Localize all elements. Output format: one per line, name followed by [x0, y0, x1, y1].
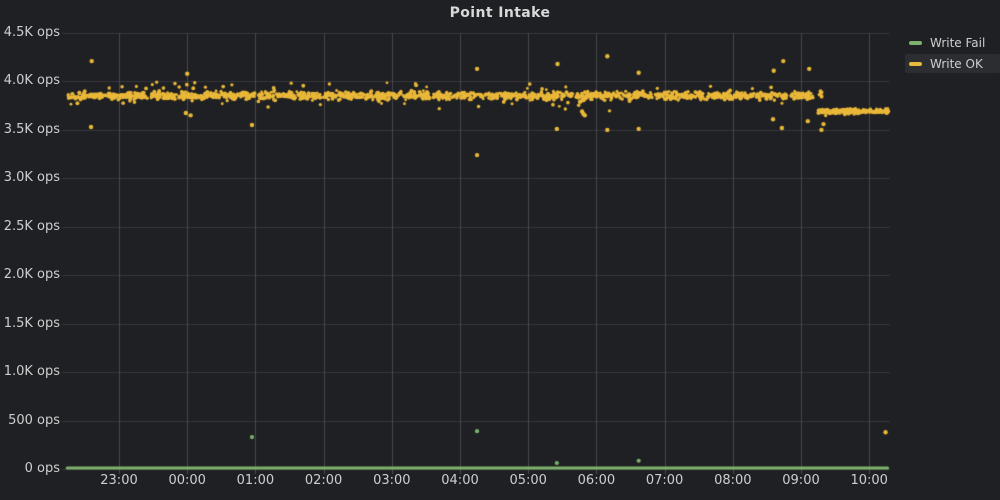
y-tick-label: 4.5K ops — [3, 25, 60, 40]
x-tick-label: 00:00 — [168, 473, 206, 488]
x-tick-label: 04:00 — [441, 473, 479, 488]
x-tick-label: 06:00 — [577, 473, 616, 488]
y-tick-label: 4.0K ops — [3, 73, 60, 89]
write-fail-color-swatch — [909, 40, 922, 45]
legend-label-write-ok: Write OK — [930, 56, 983, 71]
legend-label-write-fail: Write Fail — [930, 35, 986, 50]
x-tick-label: 02:00 — [304, 473, 343, 488]
x-tick-label: 01:00 — [236, 473, 275, 488]
x-tick-label: 07:00 — [645, 473, 684, 488]
y-tick-label: 3.5K ops — [3, 121, 60, 137]
y-tick-label: 500 ops — [8, 412, 60, 428]
y-tick-label: 1.0K ops — [3, 364, 60, 380]
legend-item-write-ok[interactable]: Write OK — [905, 54, 1000, 73]
x-tick-label: 03:00 — [373, 473, 411, 488]
legend: Write Fail Write OK — [905, 33, 1000, 75]
x-tick-label: 09:00 — [782, 473, 820, 488]
y-tick-label: 2.0K ops — [3, 267, 60, 283]
y-tick-label: 2.5K ops — [3, 218, 60, 234]
x-tick-label: 10:00 — [850, 473, 888, 488]
x-tick-label: 08:00 — [714, 473, 752, 488]
x-tick-label: 05:00 — [509, 473, 547, 488]
y-tick-label: 0 ops — [24, 461, 60, 476]
y-tick-label: 1.5K ops — [3, 315, 60, 331]
chart-title: Point Intake — [449, 5, 551, 21]
legend-item-write-fail[interactable]: Write Fail — [905, 33, 1000, 52]
y-tick-label: 3.0K ops — [3, 170, 60, 186]
x-tick-label: 23:00 — [100, 473, 138, 488]
write-ok-color-swatch — [909, 61, 922, 66]
